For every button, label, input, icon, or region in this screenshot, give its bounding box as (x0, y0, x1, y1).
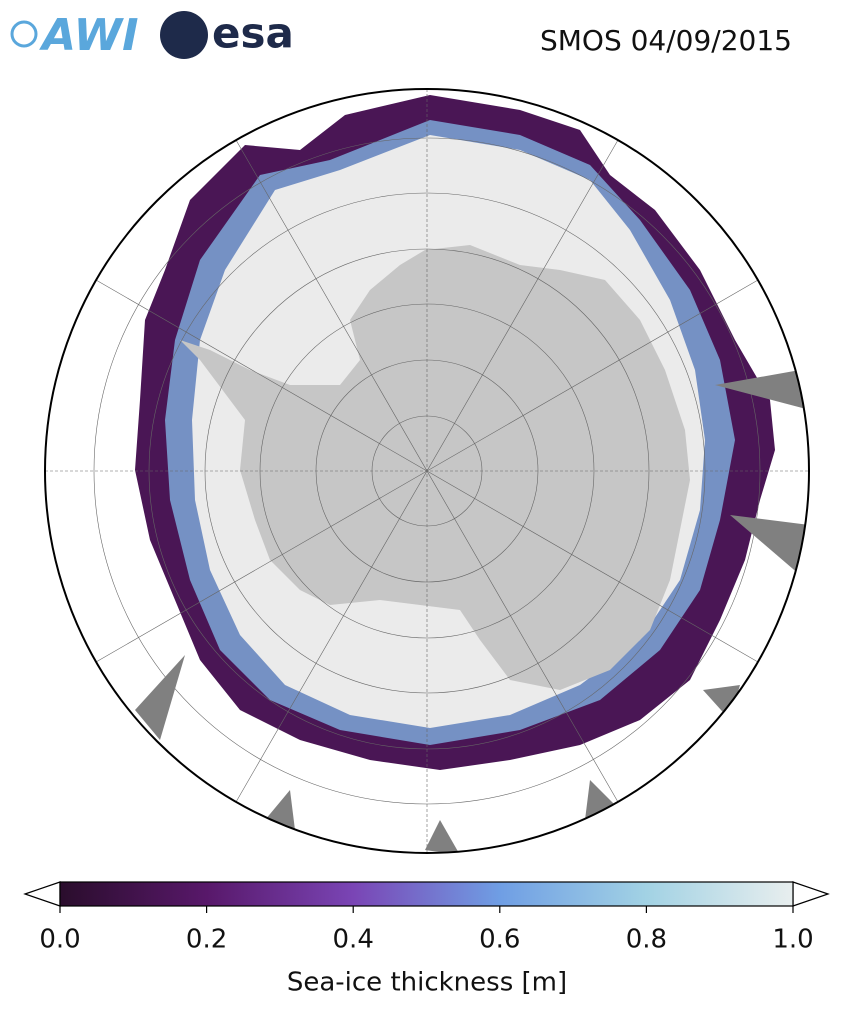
logo-awi: AWI (10, 10, 139, 61)
graticule (45, 89, 809, 853)
colorbar-tick-label: 0.2 (186, 925, 227, 955)
colorbar-tick-label: 0.8 (626, 925, 667, 955)
continent (180, 245, 690, 690)
colorbar-extend-low (23, 881, 61, 907)
colorbar-ramp (59, 881, 794, 907)
colorbar-label: Sea-ice thickness [m] (287, 968, 567, 998)
colorbar-tick-label: 0.0 (39, 925, 80, 955)
map-title: SMOS 04/09/2015 (540, 24, 792, 57)
map-border (44, 88, 810, 854)
colorbar (23, 881, 830, 907)
colorbar-tick-label: 0.4 (333, 925, 374, 955)
logo-text: AWI (39, 10, 139, 61)
colorbar-tick-label: 1.0 (772, 925, 813, 955)
map (45, 89, 809, 853)
logo-esa: esa (160, 9, 294, 59)
colorbar-tick-label: 0.6 (479, 925, 520, 955)
colorbar-extend-high (792, 881, 830, 907)
logo-text: esa (212, 9, 294, 58)
